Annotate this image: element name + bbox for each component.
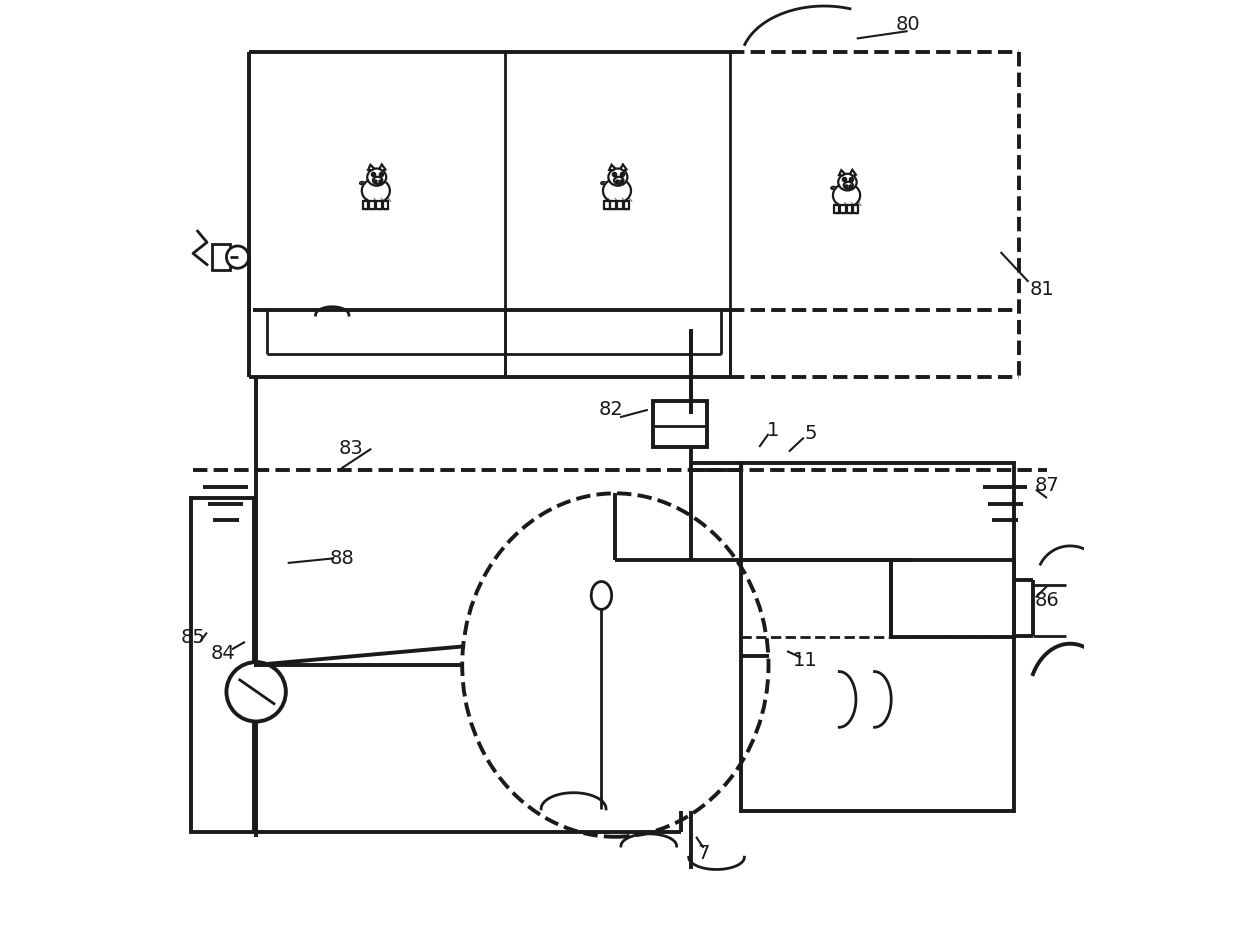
Circle shape [227, 246, 249, 268]
Bar [653, 400, 707, 447]
Ellipse shape [367, 169, 386, 185]
Polygon shape [609, 165, 615, 170]
Bar [363, 201, 368, 209]
Text: 7: 7 [697, 844, 709, 863]
Ellipse shape [591, 582, 611, 610]
Bar [740, 463, 1014, 811]
Polygon shape [620, 165, 626, 170]
Polygon shape [851, 169, 856, 176]
Text: 80: 80 [895, 15, 920, 34]
Ellipse shape [603, 179, 631, 203]
Ellipse shape [609, 169, 627, 185]
Bar [382, 201, 388, 209]
Bar [618, 201, 622, 209]
Ellipse shape [373, 177, 382, 184]
Text: 84: 84 [211, 643, 236, 663]
Bar [212, 244, 231, 270]
Text: 86: 86 [1034, 590, 1059, 610]
Circle shape [227, 662, 286, 722]
Ellipse shape [843, 182, 853, 189]
Ellipse shape [833, 183, 861, 207]
Text: 11: 11 [794, 651, 818, 670]
Bar [835, 205, 839, 213]
Polygon shape [368, 165, 374, 170]
Bar [370, 201, 374, 209]
Bar [853, 205, 858, 213]
Ellipse shape [614, 177, 624, 184]
Bar [624, 201, 629, 209]
Text: 5: 5 [804, 424, 816, 442]
Polygon shape [839, 170, 844, 175]
Text: 81: 81 [1030, 279, 1055, 299]
Text: 85: 85 [181, 627, 206, 647]
Text: 87: 87 [1034, 477, 1059, 495]
Bar [892, 560, 1014, 637]
Ellipse shape [838, 174, 857, 191]
Bar [847, 205, 852, 213]
Polygon shape [379, 165, 386, 170]
Bar [604, 201, 610, 209]
Text: 1: 1 [768, 421, 780, 439]
Text: 82: 82 [599, 400, 622, 419]
Bar [376, 201, 382, 209]
Bar [191, 498, 254, 832]
Text: 88: 88 [329, 548, 353, 568]
Bar [841, 205, 846, 213]
Bar [610, 201, 616, 209]
Text: 83: 83 [339, 439, 363, 458]
Ellipse shape [362, 179, 389, 203]
